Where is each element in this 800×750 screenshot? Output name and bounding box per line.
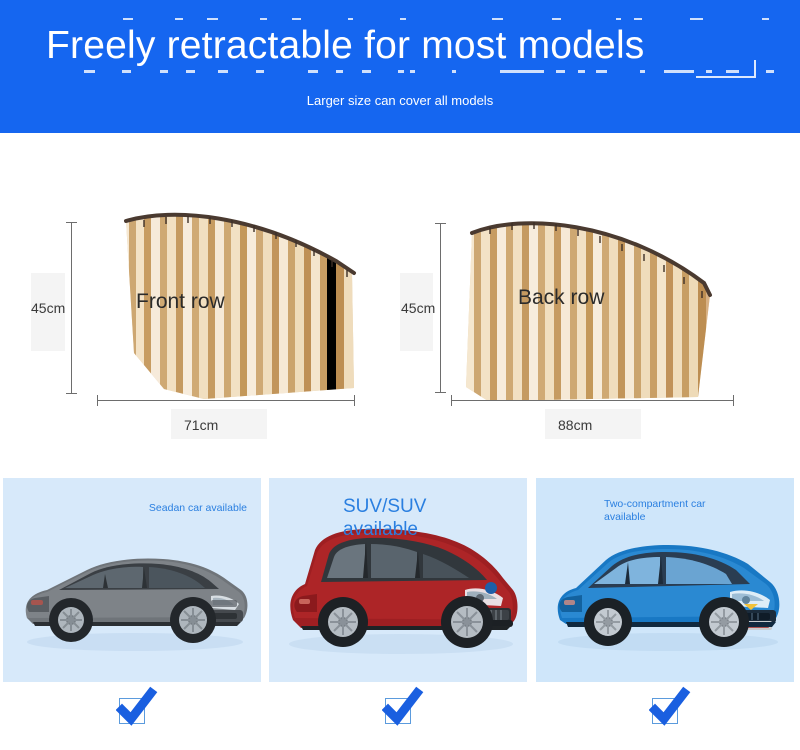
car-card-two-compartment[interactable]: Two-compartment car available — [536, 478, 794, 682]
back-height-dimension-line — [435, 223, 446, 393]
car-card-label: Seadan car available — [148, 502, 247, 514]
ghost-artifact-corner — [696, 60, 756, 78]
back-row-label: Back row — [518, 286, 605, 309]
sedan-car-icon — [25, 558, 248, 651]
checkbox-checked-icon[interactable] — [649, 686, 691, 726]
specs-section: Front row — [0, 133, 800, 473]
checkbox-cell-two-compartment[interactable] — [536, 686, 794, 737]
checkbox-checked-icon[interactable] — [116, 686, 158, 726]
back-height-label: 45cm — [401, 300, 436, 316]
page-title: Freely retractable for most models — [46, 24, 645, 67]
front-height-label: 45cm — [31, 300, 66, 316]
spec-panel-back-row: Back row — [400, 133, 800, 473]
front-width-dimension-line — [97, 395, 355, 406]
checkbox-checked-icon[interactable] — [382, 686, 424, 726]
front-width-label: 71cm — [184, 417, 219, 433]
width-label-backdrop-patch — [545, 409, 641, 439]
back-width-label: 88cm — [558, 417, 593, 433]
header-banner: Freely retractable for most models Large… — [0, 0, 800, 133]
width-label-backdrop-patch — [171, 409, 267, 439]
back-width-dimension-line — [451, 395, 734, 406]
car-type-card-row: Seadan car available — [0, 473, 800, 685]
page-subtitle: Larger size can cover all models — [306, 93, 494, 108]
car-card-suv[interactable]: SUV/SUV available — [269, 478, 527, 682]
suv-car-icon — [289, 528, 518, 654]
height-label-backdrop-patch — [31, 273, 65, 351]
hatchback-car-icon — [557, 545, 780, 651]
car-card-label: Two-compartment car available — [604, 498, 706, 523]
checkmark-row — [0, 685, 800, 750]
car-card-label: SUV/SUV available — [343, 496, 427, 540]
spec-panel-front-row: Front row — [0, 133, 400, 473]
front-height-dimension-line — [66, 222, 77, 394]
car-card-sedan[interactable]: Seadan car available — [3, 478, 261, 682]
front-row-curtain-icon — [124, 212, 356, 399]
ghost-artifact-row-bottom — [0, 69, 800, 76]
checkbox-cell-suv[interactable] — [269, 686, 527, 737]
front-row-label: Front row — [136, 290, 225, 313]
height-label-backdrop-patch — [400, 273, 433, 351]
checkbox-cell-sedan[interactable] — [3, 686, 261, 737]
back-row-curtain-icon — [466, 221, 712, 401]
